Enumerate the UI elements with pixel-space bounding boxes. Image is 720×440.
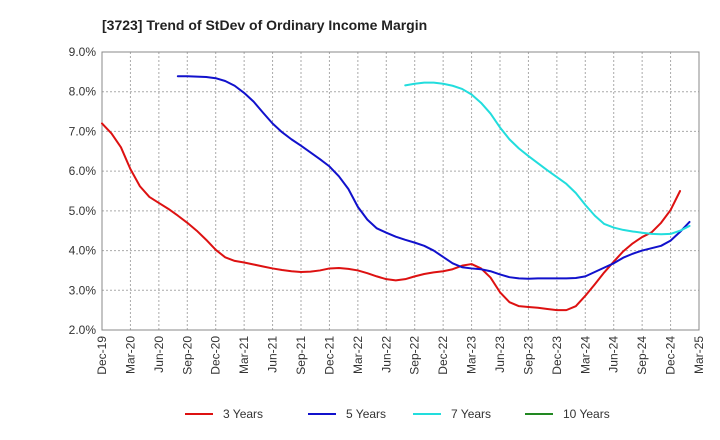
series-line-3-years	[101, 122, 682, 312]
x-tick-label: Jun-20	[152, 336, 166, 373]
x-tick-label: Sep-22	[408, 336, 422, 375]
x-tick-label: Dec-20	[209, 336, 223, 375]
x-tick-label: Dec-19	[95, 336, 109, 375]
legend-label-5-years: 5 Years	[346, 407, 386, 421]
x-tick-label: Jun-24	[607, 336, 621, 373]
plot-area	[102, 52, 699, 330]
x-tick-label: Mar-23	[465, 336, 479, 374]
x-tick-label: Sep-23	[521, 336, 535, 375]
x-tick-label: Dec-24	[664, 336, 678, 375]
y-tick-label: 7.0%	[69, 124, 97, 138]
x-tick-label: Jun-22	[379, 336, 393, 373]
legend-label-10-years: 10 Years	[563, 407, 610, 421]
x-tick-label: Sep-24	[635, 336, 649, 375]
y-tick-label: 6.0%	[69, 164, 97, 178]
x-tick-label: Jun-21	[266, 336, 280, 373]
series-line-7-years	[404, 81, 691, 236]
legend-label-3-years: 3 Years	[223, 407, 263, 421]
x-tick-label: Sep-21	[294, 336, 308, 375]
y-tick-label: 2.0%	[69, 323, 97, 337]
plot-frame	[101, 51, 700, 331]
y-tick-label: 8.0%	[69, 85, 97, 99]
y-tick-label: 3.0%	[69, 283, 97, 297]
series-group	[101, 75, 691, 312]
x-tick-label: Sep-20	[180, 336, 194, 375]
chart-title: [3723] Trend of StDev of Ordinary Income…	[102, 17, 427, 33]
x-tick-label: Mar-21	[237, 336, 251, 374]
legend: 3 Years 5 Years 7 Years 10 Years	[185, 407, 610, 421]
y-axis-ticks: 2.0% 3.0% 4.0% 5.0% 6.0% 7.0% 8.0% 9.0%	[69, 45, 97, 337]
x-tick-label: Mar-24	[578, 336, 592, 374]
x-tick-label: Dec-23	[550, 336, 564, 375]
x-tick-label: Mar-20	[123, 336, 137, 374]
x-tick-label: Jun-23	[493, 336, 507, 373]
x-tick-label: Dec-22	[436, 336, 450, 375]
series-line-5-years	[176, 75, 691, 280]
y-tick-label: 5.0%	[69, 204, 97, 218]
x-axis-ticks: Dec-19 Mar-20 Jun-20 Sep-20 Dec-20 Mar-21 Jun-…	[95, 336, 706, 375]
x-tick-label: Mar-25	[692, 336, 706, 374]
y-tick-label: 4.0%	[69, 244, 97, 258]
x-tick-label: Mar-22	[351, 336, 365, 374]
y-tick-label: 9.0%	[69, 45, 97, 59]
x-tick-label: Dec-21	[322, 336, 336, 375]
legend-label-7-years: 7 Years	[451, 407, 491, 421]
